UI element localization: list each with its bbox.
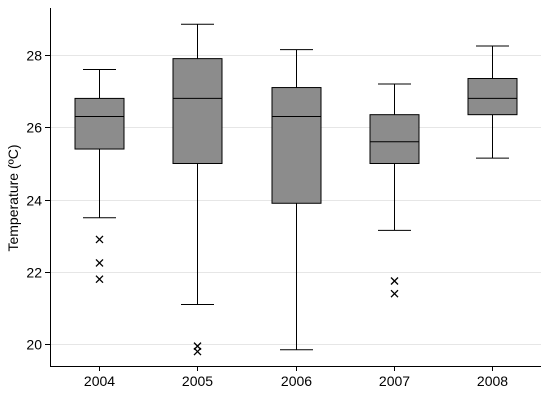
iqr-box bbox=[172, 58, 223, 164]
outlier-marker bbox=[95, 275, 104, 284]
outlier-marker bbox=[193, 347, 202, 356]
outlier-marker bbox=[95, 258, 104, 267]
y-tick-label: 20 bbox=[26, 337, 42, 353]
box-2006 bbox=[271, 49, 322, 351]
boxes bbox=[74, 23, 518, 356]
box-2004 bbox=[74, 68, 125, 284]
y-tick-label: 22 bbox=[26, 265, 42, 281]
x-tick-label: 2004 bbox=[84, 373, 115, 389]
y-tick-label: 28 bbox=[26, 48, 42, 64]
box-2008 bbox=[467, 45, 518, 159]
tick-labels: 20 22 24 26 28 2004 2005 2006 2007 2008 bbox=[26, 48, 508, 390]
x-tick-label: 2005 bbox=[182, 373, 213, 389]
box-2007 bbox=[369, 83, 420, 298]
iqr-box bbox=[369, 114, 420, 164]
outlier-marker bbox=[95, 235, 104, 244]
axes bbox=[50, 8, 541, 367]
y-axis-title: Temperature (ºC) bbox=[5, 144, 21, 251]
iqr-box bbox=[467, 78, 518, 116]
outlier-marker bbox=[390, 277, 399, 285]
x-tick-label: 2008 bbox=[477, 373, 508, 389]
x-tick-label: 2007 bbox=[379, 373, 410, 389]
y-tick-label: 24 bbox=[26, 193, 42, 209]
iqr-box bbox=[271, 87, 322, 204]
x-tick-label: 2006 bbox=[281, 373, 312, 389]
outlier-marker bbox=[390, 289, 399, 298]
iqr-box bbox=[74, 97, 125, 150]
y-tick-label: 26 bbox=[26, 120, 42, 136]
box-2005 bbox=[172, 23, 223, 356]
